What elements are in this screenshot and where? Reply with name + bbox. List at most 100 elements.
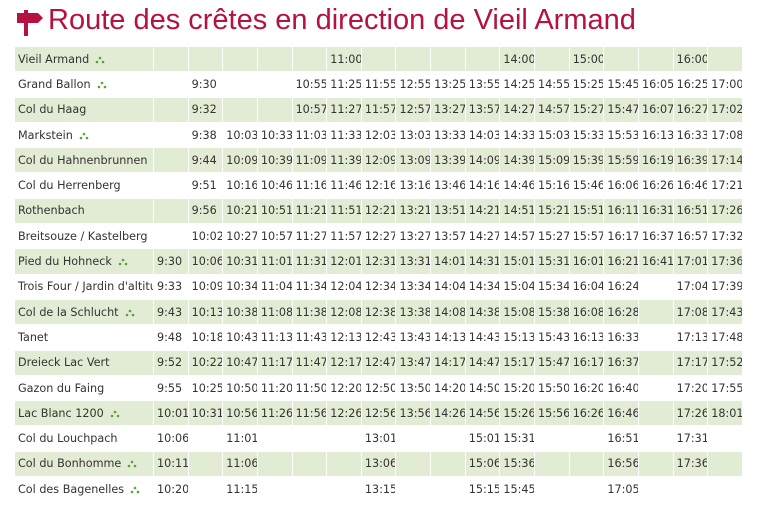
time-cell: 15:27 <box>568 96 605 123</box>
time-cell: 10:22 <box>187 349 224 376</box>
time-cell: 14:47 <box>464 349 501 376</box>
time-cell: 14:57 <box>499 223 536 250</box>
stop-cell: Breitsouze / Kastelberg <box>14 223 154 250</box>
time-cell: 15:08 <box>499 298 536 326</box>
time-cell: 14:50 <box>464 374 501 402</box>
time-cell: 12:13 <box>326 324 362 351</box>
time-cell: 16:46 <box>603 400 639 427</box>
time-cell: 16:27 <box>672 96 709 123</box>
time-cell: 11:43 <box>291 324 328 351</box>
time-cell <box>291 450 328 478</box>
time-cell: 11:31 <box>291 248 328 275</box>
time-cell: 12:17 <box>326 349 362 376</box>
time-cell: 10:56 <box>222 400 258 427</box>
time-cell <box>707 425 743 452</box>
time-cell: 11:56 <box>291 400 328 427</box>
time-cell: 14:25 <box>499 71 536 98</box>
time-cell: 11:55 <box>360 71 397 98</box>
time-cell: 14:00 <box>499 45 536 73</box>
stop-cell: Col des Bagenelles <box>14 476 154 503</box>
timetable-row: Col du Hahnenbrunnen 9:44 10:09 10:39 11:09 1… <box>14 147 743 174</box>
time-cell <box>637 450 674 478</box>
time-cell: 15:59 <box>603 147 639 174</box>
time-cell: 13:34 <box>395 273 432 300</box>
time-cell: 15:43 <box>534 324 570 351</box>
timetable-row: Grand Ballon 9:30 10:55 11:25 11:55 12:55 13:2… <box>14 71 743 98</box>
time-cell: 16:04 <box>568 273 605 300</box>
time-cell: 15:00 <box>568 45 605 73</box>
time-cell <box>568 476 605 503</box>
time-cell <box>222 71 258 98</box>
time-cell: 14:38 <box>464 298 501 326</box>
stop-cell: Vieil Armand <box>14 45 154 73</box>
time-cell: 10:31 <box>222 248 258 275</box>
time-cell: 11:03 <box>291 121 328 149</box>
signpost-icon <box>17 10 43 36</box>
time-cell <box>187 45 224 73</box>
time-cell <box>430 45 466 73</box>
time-cell <box>534 476 570 503</box>
time-cell: 17:08 <box>707 121 743 149</box>
time-cell: 13:21 <box>395 197 432 225</box>
time-cell: 10:02 <box>187 223 224 250</box>
time-cell: 13:27 <box>430 96 466 123</box>
time-cell: 9:56 <box>187 197 224 225</box>
timetable-row: Vieil Armand 11:00 14:00 15:00 16:00 <box>14 45 743 73</box>
time-cell: 15:04 <box>499 273 536 300</box>
time-cell: 17:55 <box>707 374 743 402</box>
stop-cell: Tanet <box>14 324 154 351</box>
time-cell <box>637 349 674 376</box>
time-cell: 17:39 <box>707 273 743 300</box>
time-cell: 16:01 <box>568 248 605 275</box>
time-cell: 13:31 <box>395 248 432 275</box>
time-cell: 12:16 <box>360 172 397 199</box>
stop-name: Dreieck Lac Vert <box>18 356 110 370</box>
time-cell <box>256 71 293 98</box>
timetable-row: Col du Bonhomme 10:11 11:06 13:06 15:06 15:36… <box>14 450 743 478</box>
time-cell: 10:39 <box>256 147 293 174</box>
time-cell: 17:48 <box>707 324 743 351</box>
time-cell <box>291 45 328 73</box>
stop-name: Lac Blanc 1200 <box>18 406 104 420</box>
time-cell <box>637 374 674 402</box>
stop-icon <box>130 486 140 493</box>
time-cell: 17:14 <box>707 147 743 174</box>
time-cell: 11:51 <box>326 197 362 225</box>
time-cell: 11:06 <box>222 450 258 478</box>
time-cell: 16:17 <box>603 223 639 250</box>
time-cell: 11:25 <box>326 71 362 98</box>
time-cell: 9:43 <box>153 298 189 326</box>
time-cell: 11:27 <box>326 96 362 123</box>
time-cell: 12:04 <box>326 273 362 300</box>
time-cell: 14:04 <box>430 273 466 300</box>
time-cell: 18:01 <box>707 400 743 427</box>
time-cell: 13:56 <box>395 400 432 427</box>
time-cell: 11:33 <box>326 121 362 149</box>
time-cell <box>707 45 743 73</box>
stop-cell: Col du Haag <box>14 96 154 123</box>
time-cell <box>707 450 743 478</box>
time-cell <box>153 147 189 174</box>
time-cell: 10:16 <box>222 172 258 199</box>
time-cell: 15:56 <box>534 400 570 427</box>
time-cell: 14:33 <box>499 121 536 149</box>
time-cell: 15:47 <box>534 349 570 376</box>
time-cell: 11:16 <box>291 172 328 199</box>
time-cell: 14:56 <box>464 400 501 427</box>
time-cell: 14:27 <box>499 96 536 123</box>
stop-cell: Dreieck Lac Vert <box>14 349 154 376</box>
time-cell: 17:26 <box>707 197 743 225</box>
time-cell: 17:52 <box>707 349 743 376</box>
time-cell: 12:26 <box>326 400 362 427</box>
time-cell: 11:08 <box>256 298 293 326</box>
time-cell: 9:38 <box>187 121 224 149</box>
time-cell: 15:31 <box>499 425 536 452</box>
timetable-row: Trois Four / Jardin d'altitude9:3310:091… <box>14 273 743 300</box>
time-cell: 16:40 <box>603 374 639 402</box>
time-cell <box>637 476 674 503</box>
time-cell: 12:34 <box>360 273 397 300</box>
stop-name: Markstein <box>18 128 73 142</box>
time-cell: 11:20 <box>256 374 293 402</box>
time-cell: 14:39 <box>499 147 536 174</box>
time-cell: 14:16 <box>464 172 501 199</box>
